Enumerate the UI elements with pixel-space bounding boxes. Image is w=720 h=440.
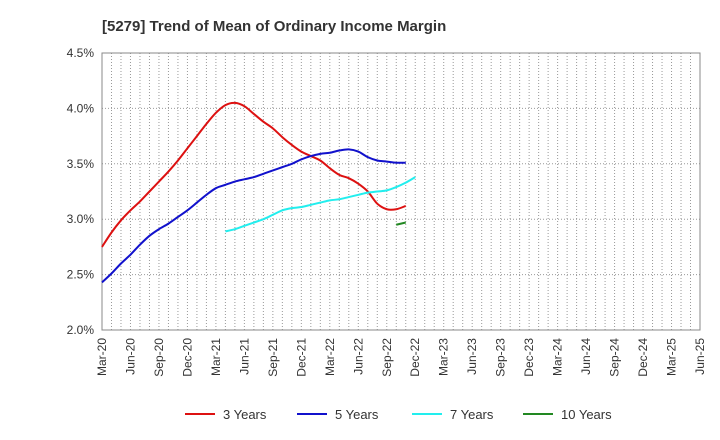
legend-label-3-years: 3 Years [223, 407, 267, 422]
x-tick-label: Dec-23 [522, 338, 536, 377]
x-tick-label: Jun-22 [351, 338, 365, 375]
x-tick-label: Mar-20 [95, 338, 109, 376]
x-tick-label: Mar-24 [551, 338, 565, 376]
legend-label-10-years: 10 Years [561, 407, 612, 422]
series-line-7-years [225, 176, 416, 233]
x-tick-label: Jun-20 [123, 338, 137, 375]
x-tick-label: Jun-21 [237, 338, 251, 375]
x-tick-label: Jun-25 [693, 338, 707, 375]
series-line-3-years [101, 101, 407, 248]
series-line-5-years [101, 148, 406, 284]
x-tick-label: Mar-21 [209, 338, 223, 376]
y-tick-label: 4.5% [67, 46, 95, 60]
x-tick-label: Sep-21 [266, 338, 280, 377]
x-tick-label: Dec-24 [636, 338, 650, 377]
x-axis: Mar-20 Jun-20 Sep-20 Dec-20 Mar-21 Jun-21 Sep-… [95, 338, 707, 377]
x-tick-label: Sep-20 [152, 338, 166, 377]
y-axis: 2.0% 2.5% 3.0% 3.5% 4.0% 4.5% [67, 46, 95, 337]
legend-label-7-years: 7 Years [450, 407, 494, 422]
series-lines [101, 101, 416, 284]
grid [102, 53, 700, 330]
x-tick-label: Mar-23 [437, 338, 451, 376]
y-tick-label: 4.0% [67, 101, 95, 115]
chart-title: [5279] Trend of Mean of Ordinary Income … [102, 18, 446, 35]
legend-label-5-years: 5 Years [335, 407, 379, 422]
x-tick-label: Dec-21 [294, 338, 308, 377]
y-tick-label: 3.0% [67, 212, 95, 226]
y-tick-label: 2.5% [67, 268, 95, 282]
x-tick-label: Jun-24 [579, 338, 593, 375]
plot-area [101, 52, 701, 331]
x-tick-label: Sep-23 [494, 338, 508, 377]
legend: 3 Years 5 Years 7 Years 10 Years [185, 407, 612, 422]
y-tick-label: 3.5% [67, 157, 95, 171]
series-line-10-years [396, 221, 406, 226]
x-tick-label: Sep-22 [380, 338, 394, 377]
x-tick-label: Mar-22 [323, 338, 337, 376]
x-tick-label: Jun-23 [465, 338, 479, 375]
x-tick-label: Dec-22 [408, 338, 422, 377]
y-tick-label: 2.0% [67, 323, 95, 337]
x-tick-label: Dec-20 [180, 338, 194, 377]
x-tick-label: Mar-25 [665, 338, 679, 376]
x-tick-label: Sep-24 [608, 338, 622, 377]
